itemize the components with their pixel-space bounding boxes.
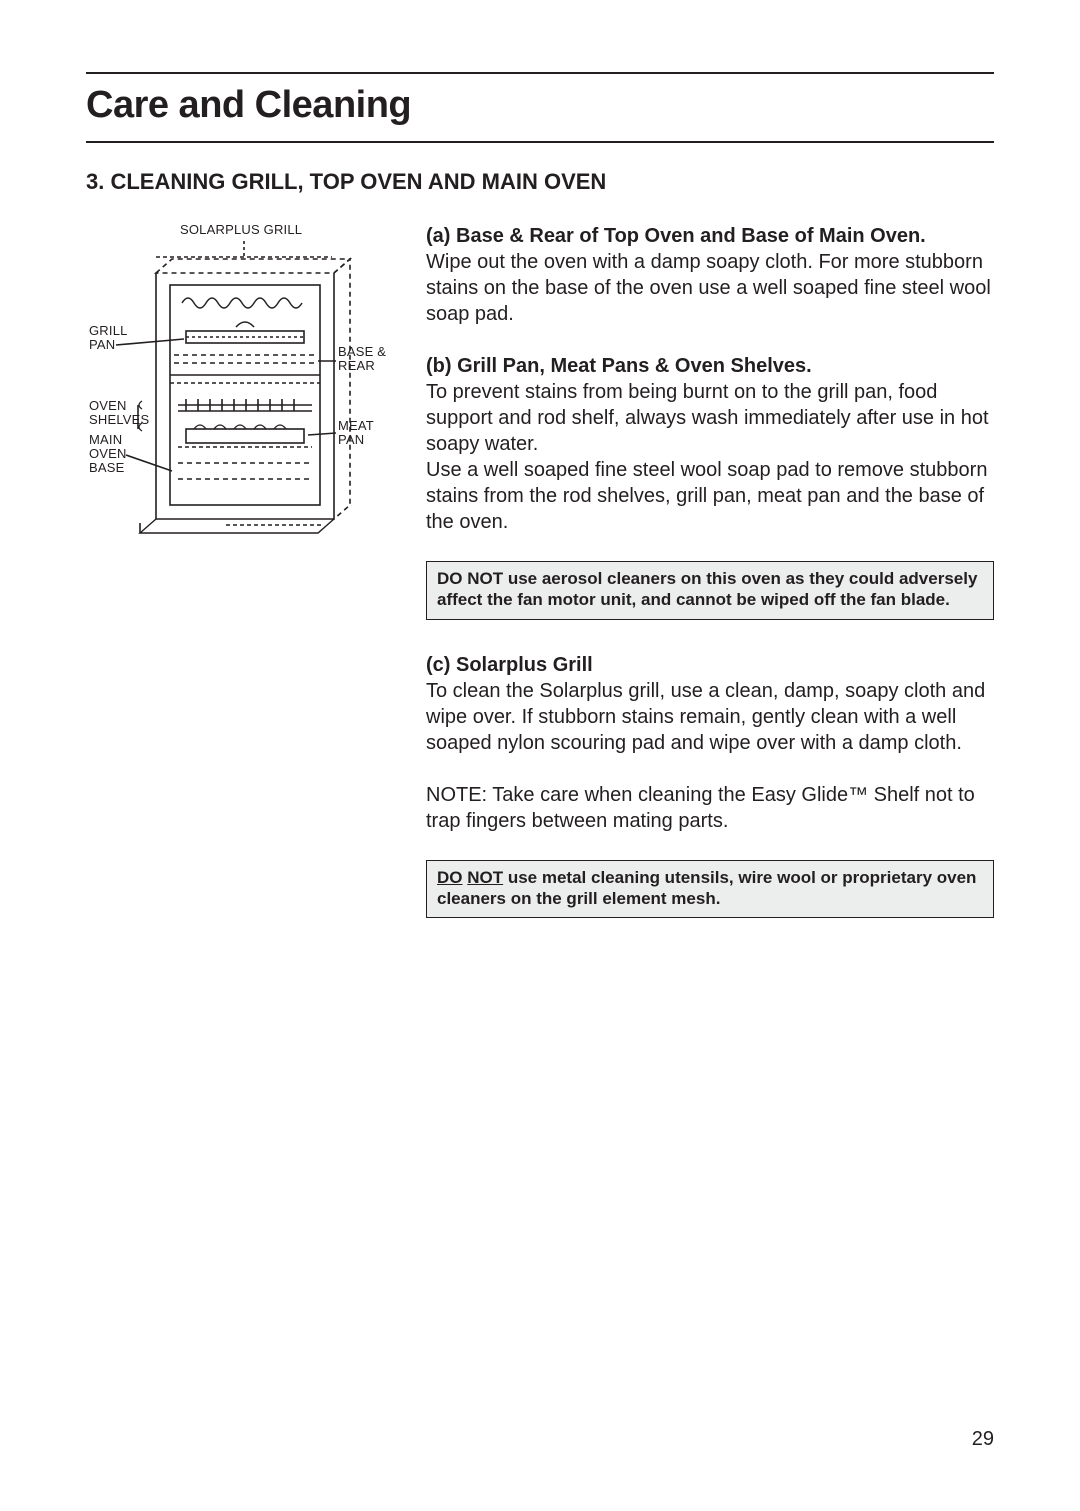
- label-solarplus-grill: SOLARPLUS GRILL: [180, 223, 302, 237]
- para-c: (c) Solarplus Grill To clean the Solarpl…: [426, 652, 994, 756]
- note-text: NOTE: Take care when cleaning the Easy G…: [426, 784, 975, 832]
- warning-metal: DO NOT use metal cleaning utensils, wire…: [426, 860, 994, 919]
- para-b-head: (b) Grill Pan, Meat Pans & Oven Shelves.: [426, 355, 812, 377]
- oven-svg: [86, 223, 386, 583]
- label-base-rear-2: REAR: [338, 359, 375, 373]
- warning-metal-not: NOT: [467, 868, 503, 887]
- page-number: 29: [972, 1428, 994, 1451]
- label-oven-shelves-2: SHELVES: [89, 413, 149, 427]
- label-oven-shelves-1: OVEN: [89, 399, 127, 413]
- top-rule: [86, 72, 994, 74]
- two-column-layout: SOLARPLUS GRILL GRILL PAN BASE & REAR OV…: [86, 223, 994, 918]
- label-grill-pan-2: PAN: [89, 338, 115, 352]
- label-main-oven-2: OVEN: [89, 447, 127, 461]
- para-a: (a) Base & Rear of Top Oven and Base of …: [426, 223, 994, 327]
- warning-metal-do: DO: [437, 868, 463, 887]
- para-b-body2: Use a well soaped fine steel wool soap p…: [426, 459, 987, 533]
- label-main-oven-3: BASE: [89, 461, 124, 475]
- title-underline-rule: [86, 141, 994, 143]
- para-b-body1: To prevent stains from being burnt on to…: [426, 381, 989, 455]
- para-note: NOTE: Take care when cleaning the Easy G…: [426, 782, 994, 834]
- label-meat-pan-1: MEAT: [338, 419, 374, 433]
- oven-diagram: SOLARPLUS GRILL GRILL PAN BASE & REAR OV…: [86, 223, 386, 583]
- section-title: 3. CLEANING GRILL, TOP OVEN AND MAIN OVE…: [86, 169, 994, 195]
- diagram-column: SOLARPLUS GRILL GRILL PAN BASE & REAR OV…: [86, 223, 386, 918]
- page-root: Care and Cleaning 3. CLEANING GRILL, TOP…: [0, 0, 1080, 978]
- label-meat-pan-2: PAN: [338, 433, 364, 447]
- warning-aerosol: DO NOT use aerosol cleaners on this oven…: [426, 561, 994, 620]
- label-main-oven-1: MAIN: [89, 433, 122, 447]
- para-a-head: (a) Base & Rear of Top Oven and Base of …: [426, 225, 926, 247]
- page-title: Care and Cleaning: [86, 84, 994, 127]
- label-base-rear-1: BASE &: [338, 345, 386, 359]
- para-a-body: Wipe out the oven with a damp soapy clot…: [426, 251, 991, 325]
- para-c-head: (c) Solarplus Grill: [426, 654, 593, 676]
- warning-metal-post: use metal cleaning utensils, wire wool o…: [437, 868, 976, 908]
- para-c-body: To clean the Solarplus grill, use a clea…: [426, 680, 985, 754]
- text-column: (a) Base & Rear of Top Oven and Base of …: [426, 223, 994, 918]
- para-b: (b) Grill Pan, Meat Pans & Oven Shelves.…: [426, 353, 994, 535]
- label-grill-pan-1: GRILL: [89, 324, 128, 338]
- warning-aerosol-text: DO NOT use aerosol cleaners on this oven…: [437, 569, 977, 609]
